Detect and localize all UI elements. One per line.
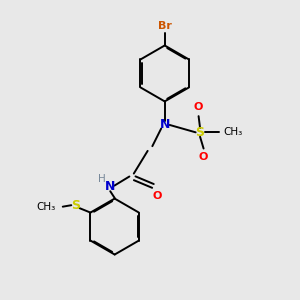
Text: S: S (71, 199, 80, 212)
Text: CH₃: CH₃ (37, 202, 56, 212)
Text: Br: Br (158, 21, 172, 31)
Text: O: O (194, 102, 203, 112)
Text: S: S (196, 126, 205, 139)
Text: N: N (105, 180, 116, 193)
Text: N: N (160, 118, 170, 131)
Text: O: O (153, 190, 162, 201)
Text: CH₃: CH₃ (224, 127, 243, 137)
Text: H: H (98, 174, 105, 184)
Text: O: O (199, 152, 208, 162)
